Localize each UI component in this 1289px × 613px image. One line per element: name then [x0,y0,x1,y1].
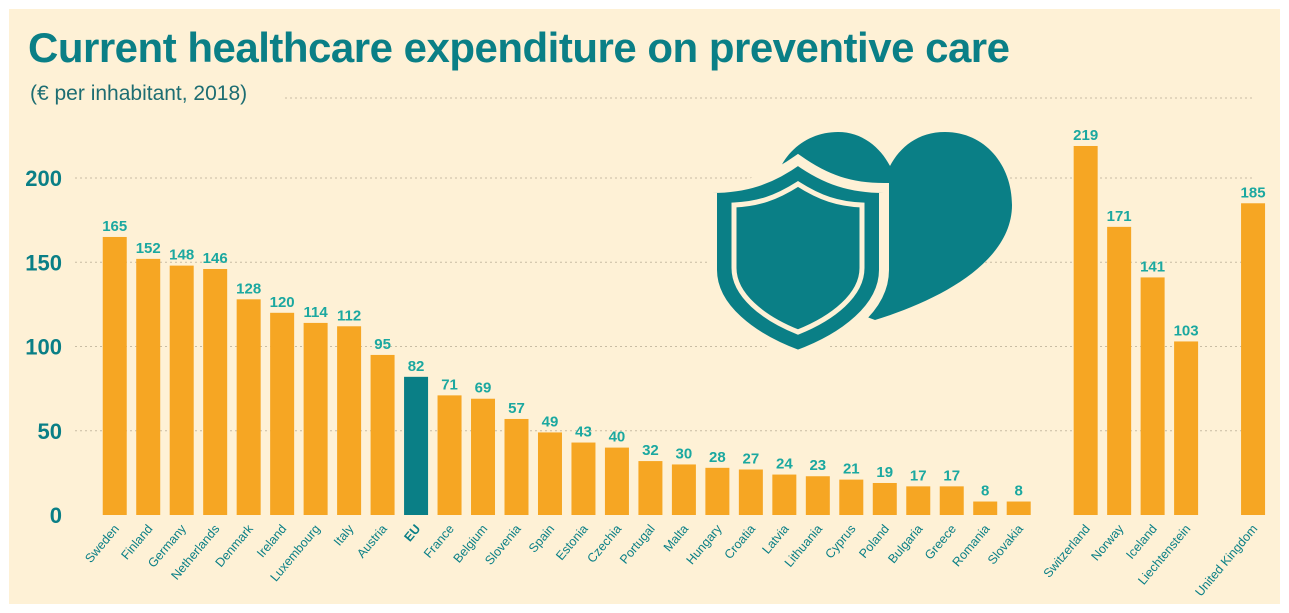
bar-poland [872,482,897,515]
value-label-cyprus: 21 [843,461,860,478]
shield-inner-ring [731,181,865,335]
value-label-eu: 82 [408,358,425,375]
category-label-croatia: Croatia [722,522,759,562]
health-illustration [707,132,1012,361]
chart-title: Current healthcare expenditure on preven… [28,24,1010,71]
value-label-sweden: 165 [102,218,127,235]
category-label-cyprus: Cyprus [822,522,858,561]
bar-netherlands [203,268,228,515]
bar-spain [537,432,562,515]
y-tick-label: 100 [25,335,62,360]
value-label-portugal: 32 [642,442,659,459]
category-label-spain: Spain [526,522,557,556]
value-label-greece: 17 [943,467,960,484]
bar-united-kingdom [1241,203,1266,515]
bar-portugal [638,461,663,515]
chart-subtitle: (€ per inhabitant, 2018) [30,82,248,105]
bar-croatia [738,469,763,515]
category-label-bulgaria: Bulgaria [885,522,925,566]
value-label-poland: 19 [876,464,893,481]
bars [102,145,1266,516]
category-label-slovenia: Slovenia [482,522,524,568]
bar-bulgaria [906,486,931,515]
bar-norway [1107,226,1132,516]
category-label-malta: Malta [661,522,691,554]
y-tick-label: 200 [25,166,62,191]
bar-cyprus [839,479,864,515]
value-label-united-kingdom: 185 [1241,184,1266,201]
value-label-liechtenstein: 103 [1174,322,1199,339]
value-label-finland: 152 [136,240,161,257]
bar-czechia [604,447,629,515]
category-label-switzerland: Switzerland [1041,522,1093,581]
value-label-lithuania: 23 [809,457,826,474]
value-label-italy: 112 [337,307,361,324]
bar-slovakia [1006,501,1031,515]
value-label-denmark: 128 [236,280,261,297]
bar-slovenia [504,418,529,515]
bar-germany [169,265,194,515]
value-label-austria: 95 [374,336,391,353]
value-label-latvia: 24 [776,456,793,473]
bar-liechtenstein [1174,341,1199,515]
value-label-norway: 171 [1107,208,1132,225]
value-label-spain: 49 [542,413,559,430]
bar-austria [370,354,395,515]
value-label-estonia: 43 [575,424,592,441]
value-label-france: 71 [441,376,458,393]
value-label-iceland: 141 [1140,258,1165,275]
value-label-slovakia: 8 [1015,483,1023,500]
bar-ireland [270,312,295,515]
value-label-switzerland: 219 [1073,127,1098,144]
value-label-hungary: 28 [709,449,726,466]
y-axis: 0 50 100 150 200 [25,166,62,528]
category-label-slovakia: Slovakia [985,522,1026,567]
y-tick-label: 150 [25,250,62,275]
bar-france [437,395,462,515]
category-label-latvia: Latvia [759,522,791,557]
value-label-luxembourg: 114 [304,304,329,321]
bar-eu [404,376,429,515]
category-label-italy: Italy [331,521,357,548]
bar-finland [136,258,161,515]
value-label-czechia: 40 [609,429,626,446]
category-labels: SwedenFinlandGermanyNetherlandsDenmarkIr… [82,521,1260,599]
value-label-germany: 148 [169,247,194,264]
bar-latvia [772,474,797,515]
value-label-romania: 8 [981,483,989,500]
category-label-austria: Austria [354,522,390,561]
y-tick-label: 50 [38,419,62,444]
bar-estonia [571,442,596,515]
category-label-norway: Norway [1088,521,1126,563]
bar-iceland [1140,277,1165,515]
bar-greece [939,486,964,515]
value-label-croatia: 27 [743,451,760,468]
value-label-slovenia: 57 [508,400,525,417]
category-label-hungary: Hungary [684,521,726,567]
value-label-ireland: 120 [270,294,295,311]
bar-malta [671,464,696,515]
bar-luxembourg [303,322,328,515]
value-label-malta: 30 [676,445,693,462]
bar-romania [973,501,998,515]
value-label-bulgaria: 17 [910,467,927,484]
value-label-netherlands: 146 [203,250,228,267]
y-tick-label: 0 [50,503,62,528]
category-label-eu: EU [401,522,423,544]
category-label-united-kingdom: United Kingdom [1192,522,1260,599]
category-label-sweden: Sweden [82,522,122,566]
bar-lithuania [805,476,830,515]
bar-switzerland [1073,145,1098,516]
bar-hungary [705,467,730,515]
bar-italy [337,326,362,515]
category-label-portugal: Portugal [617,522,658,567]
bar-sweden [102,236,127,515]
bar-denmark [236,299,261,515]
bar-belgium [471,398,496,515]
value-labels: 165 152 148 146 128 120 114 112 95 82 71 69 57 49 43 40… [102,127,1265,500]
value-label-belgium: 69 [475,380,492,397]
medical-cross-icon [763,220,833,290]
